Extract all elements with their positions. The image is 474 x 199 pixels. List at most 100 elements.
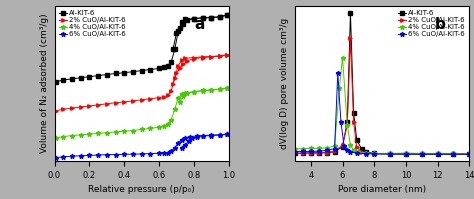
4% CuO/Al-KIT-6	[113, 131, 118, 133]
6% CuO/Al-KIT-6	[338, 121, 344, 123]
X-axis label: Pore diameter (nm): Pore diameter (nm)	[338, 185, 426, 194]
6% CuO/Al-KIT-6	[113, 153, 118, 156]
4% CuO/Al-KIT-6	[191, 91, 197, 93]
2% CuO/Al-KIT-6	[209, 55, 214, 58]
Al-KIT-6	[200, 17, 205, 19]
6% CuO/Al-KIT-6	[200, 134, 205, 137]
6% CuO/Al-KIT-6	[466, 153, 472, 155]
Al-KIT-6	[130, 70, 136, 73]
6% CuO/Al-KIT-6	[332, 147, 337, 150]
4% CuO/Al-KIT-6	[121, 130, 127, 132]
4% CuO/Al-KIT-6	[209, 89, 214, 91]
2% CuO/Al-KIT-6	[403, 153, 409, 155]
6% CuO/Al-KIT-6	[95, 154, 101, 156]
Al-KIT-6	[209, 16, 214, 19]
2% CuO/Al-KIT-6	[175, 64, 181, 67]
4% CuO/Al-KIT-6	[345, 124, 350, 126]
Al-KIT-6	[451, 153, 456, 155]
2% CuO/Al-KIT-6	[354, 146, 360, 149]
Al-KIT-6	[217, 16, 223, 18]
Line: Al-KIT-6: Al-KIT-6	[293, 11, 471, 156]
2% CuO/Al-KIT-6	[87, 105, 92, 107]
Al-KIT-6	[292, 152, 298, 155]
2% CuO/Al-KIT-6	[200, 56, 205, 58]
4% CuO/Al-KIT-6	[300, 147, 306, 150]
4% CuO/Al-KIT-6	[332, 145, 337, 147]
4% CuO/Al-KIT-6	[224, 87, 230, 90]
4% CuO/Al-KIT-6	[371, 152, 377, 155]
Al-KIT-6	[466, 153, 472, 155]
6% CuO/Al-KIT-6	[451, 153, 456, 155]
2% CuO/Al-KIT-6	[371, 152, 377, 155]
Al-KIT-6	[351, 112, 356, 114]
2% CuO/Al-KIT-6	[179, 59, 184, 61]
2% CuO/Al-KIT-6	[387, 153, 393, 155]
2% CuO/Al-KIT-6	[130, 100, 136, 102]
4% CuO/Al-KIT-6	[78, 134, 83, 136]
Al-KIT-6	[87, 76, 92, 78]
6% CuO/Al-KIT-6	[217, 134, 223, 136]
2% CuO/Al-KIT-6	[191, 56, 197, 59]
Al-KIT-6	[419, 153, 425, 155]
6% CuO/Al-KIT-6	[354, 152, 360, 154]
Al-KIT-6	[224, 14, 230, 16]
2% CuO/Al-KIT-6	[95, 104, 101, 106]
Al-KIT-6	[354, 139, 360, 141]
6% CuO/Al-KIT-6	[324, 149, 329, 152]
6% CuO/Al-KIT-6	[87, 154, 92, 157]
6% CuO/Al-KIT-6	[168, 150, 174, 152]
2% CuO/Al-KIT-6	[316, 152, 321, 154]
Line: 2% CuO/Al-KIT-6: 2% CuO/Al-KIT-6	[55, 53, 229, 112]
2% CuO/Al-KIT-6	[292, 152, 298, 155]
2% CuO/Al-KIT-6	[121, 101, 127, 103]
Al-KIT-6	[156, 67, 162, 70]
6% CuO/Al-KIT-6	[387, 153, 393, 155]
6% CuO/Al-KIT-6	[308, 150, 314, 153]
Line: Al-KIT-6: Al-KIT-6	[55, 13, 229, 84]
4% CuO/Al-KIT-6	[451, 152, 456, 155]
4% CuO/Al-KIT-6	[147, 127, 153, 130]
4% CuO/Al-KIT-6	[179, 93, 184, 96]
2% CuO/Al-KIT-6	[139, 99, 145, 101]
6% CuO/Al-KIT-6	[224, 133, 230, 135]
6% CuO/Al-KIT-6	[156, 152, 162, 154]
2% CuO/Al-KIT-6	[419, 153, 425, 155]
4% CuO/Al-KIT-6	[172, 108, 178, 110]
4% CuO/Al-KIT-6	[175, 97, 181, 99]
Al-KIT-6	[168, 61, 174, 63]
6% CuO/Al-KIT-6	[341, 145, 347, 147]
6% CuO/Al-KIT-6	[165, 151, 171, 154]
2% CuO/Al-KIT-6	[165, 94, 171, 96]
Al-KIT-6	[345, 121, 350, 123]
6% CuO/Al-KIT-6	[78, 155, 83, 157]
6% CuO/Al-KIT-6	[403, 153, 409, 155]
4% CuO/Al-KIT-6	[292, 148, 298, 150]
6% CuO/Al-KIT-6	[335, 72, 341, 74]
6% CuO/Al-KIT-6	[175, 142, 181, 144]
4% CuO/Al-KIT-6	[200, 90, 205, 92]
Al-KIT-6	[364, 151, 369, 153]
6% CuO/Al-KIT-6	[60, 156, 66, 158]
Y-axis label: dV(log D) pore volume cm³/g: dV(log D) pore volume cm³/g	[281, 18, 290, 149]
6% CuO/Al-KIT-6	[316, 150, 321, 152]
6% CuO/Al-KIT-6	[172, 147, 178, 149]
2% CuO/Al-KIT-6	[69, 107, 75, 109]
2% CuO/Al-KIT-6	[162, 95, 167, 98]
4% CuO/Al-KIT-6	[182, 91, 188, 94]
Al-KIT-6	[308, 152, 314, 154]
2% CuO/Al-KIT-6	[54, 109, 59, 112]
6% CuO/Al-KIT-6	[147, 152, 153, 155]
6% CuO/Al-KIT-6	[54, 156, 59, 159]
4% CuO/Al-KIT-6	[364, 152, 369, 154]
6% CuO/Al-KIT-6	[104, 153, 109, 156]
2% CuO/Al-KIT-6	[156, 97, 162, 99]
Legend: Al-KIT-6, 2% CuO/Al-KIT-6, 4% CuO/Al-KIT-6, 6% CuO/Al-KIT-6: Al-KIT-6, 2% CuO/Al-KIT-6, 4% CuO/Al-KIT…	[58, 9, 127, 38]
6% CuO/Al-KIT-6	[162, 152, 167, 154]
4% CuO/Al-KIT-6	[130, 129, 136, 132]
Al-KIT-6	[95, 74, 101, 77]
2% CuO/Al-KIT-6	[340, 144, 346, 146]
2% CuO/Al-KIT-6	[217, 55, 223, 57]
Line: 2% CuO/Al-KIT-6: 2% CuO/Al-KIT-6	[293, 37, 471, 156]
6% CuO/Al-KIT-6	[347, 151, 353, 153]
6% CuO/Al-KIT-6	[182, 137, 188, 139]
